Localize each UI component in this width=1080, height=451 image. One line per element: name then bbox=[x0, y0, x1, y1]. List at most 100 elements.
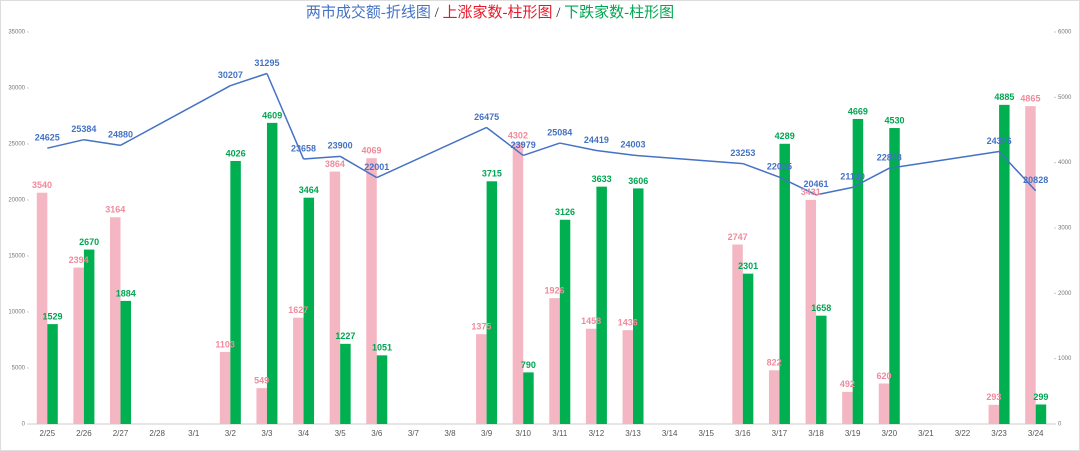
bar bbox=[73, 267, 84, 424]
bar bbox=[110, 217, 121, 424]
bar bbox=[36, 192, 48, 424]
y-tick-label: 30000 bbox=[8, 86, 25, 92]
bar-value-label: 1375 bbox=[471, 322, 491, 332]
x-tick-label: 3/6 bbox=[371, 429, 383, 438]
y-tick-label: 35000 bbox=[8, 30, 25, 36]
bar bbox=[476, 334, 487, 424]
line-segment bbox=[230, 72, 268, 87]
bar bbox=[732, 244, 743, 424]
x-tick-label: 3/11 bbox=[552, 429, 568, 438]
bar-value-label: 2670 bbox=[79, 237, 99, 247]
line-value-label: 26475 bbox=[474, 112, 499, 122]
bar-value-label: 293 bbox=[986, 392, 1001, 402]
bar bbox=[1025, 106, 1036, 425]
chart-title: 两市成交额-折线图 / 上涨家数-柱形图 / 下跌家数-柱形图 bbox=[306, 3, 674, 21]
bar bbox=[366, 158, 377, 424]
bar bbox=[889, 128, 900, 425]
bar-value-label: 299 bbox=[1033, 392, 1048, 402]
line-segment bbox=[596, 149, 634, 156]
bar-value-label: 1436 bbox=[618, 318, 638, 328]
bar bbox=[256, 388, 267, 424]
y-tick-label: 10000 bbox=[8, 310, 25, 316]
x-tick-label: 3/1 bbox=[188, 429, 200, 438]
line-value-label: 23900 bbox=[328, 141, 353, 151]
x-tick-label: 3/17 bbox=[772, 429, 788, 438]
bar bbox=[596, 186, 607, 424]
bar bbox=[523, 372, 534, 424]
bar-value-label: 3606 bbox=[628, 176, 648, 186]
bar-value-label: 1103 bbox=[215, 339, 235, 349]
line-segment bbox=[779, 176, 817, 196]
line-value-label: 22001 bbox=[364, 162, 389, 172]
y-tick-label: 20000 bbox=[8, 198, 25, 204]
bar bbox=[559, 219, 571, 424]
bar bbox=[120, 300, 132, 424]
title-part: 两市成交额-折线图 bbox=[306, 3, 431, 21]
bar bbox=[852, 118, 864, 424]
bar bbox=[266, 122, 278, 425]
bar bbox=[219, 351, 231, 424]
y2-tick-label: 3000 bbox=[1058, 226, 1072, 232]
x-tick-label: 3/23 bbox=[991, 429, 1007, 438]
line-value-label: 24625 bbox=[35, 133, 60, 143]
bar-value-label: 1458 bbox=[581, 316, 601, 326]
bar bbox=[293, 317, 304, 424]
line-value-label: 20828 bbox=[1023, 175, 1048, 185]
line-value-label: 23979 bbox=[511, 140, 536, 150]
line-value-label: 24880 bbox=[108, 130, 133, 140]
x-tick-label: 2/25 bbox=[40, 429, 56, 438]
x-tick-label: 3/3 bbox=[261, 429, 273, 438]
line-segment bbox=[742, 162, 780, 178]
line-value-label: 24003 bbox=[621, 140, 646, 150]
line-segment bbox=[303, 155, 341, 160]
x-tick-label: 2/28 bbox=[149, 429, 165, 438]
bar-value-label: 3864 bbox=[325, 159, 345, 169]
title-part: 下跌家数-柱形图 bbox=[564, 4, 674, 21]
bar bbox=[329, 171, 341, 424]
line-value-label: 21130 bbox=[840, 172, 865, 182]
x-tick-label: 3/8 bbox=[444, 429, 456, 438]
title-part: / bbox=[553, 5, 565, 21]
bar-value-label: 1884 bbox=[116, 288, 136, 298]
bar-value-label: 3164 bbox=[105, 205, 125, 215]
bar-value-label: 620 bbox=[877, 371, 892, 381]
bar bbox=[1035, 404, 1047, 424]
bar-value-label: 1227 bbox=[335, 331, 355, 341]
bar-value-label: 1051 bbox=[372, 343, 392, 353]
bar-value-label: 2394 bbox=[69, 255, 89, 265]
x-tick-label: 3/12 bbox=[589, 429, 605, 438]
x-tick-label: 3/5 bbox=[335, 429, 347, 438]
line-segment bbox=[83, 138, 121, 147]
line-segment bbox=[632, 154, 743, 165]
bar bbox=[303, 197, 315, 424]
y2-tick-label: 1000 bbox=[1058, 356, 1072, 362]
x-tick-label: 3/21 bbox=[918, 429, 934, 438]
bar-value-label: 3540 bbox=[32, 180, 52, 190]
line-value-label: 25384 bbox=[71, 124, 96, 134]
line-segment bbox=[815, 186, 853, 196]
bar bbox=[47, 324, 58, 424]
x-tick-label: 3/4 bbox=[298, 429, 310, 438]
y2-tick-label: 6000 bbox=[1058, 30, 1072, 36]
bar-value-label: 3715 bbox=[482, 169, 502, 179]
x-tick-label: 2/27 bbox=[113, 429, 129, 438]
line-value-label: 24326 bbox=[987, 136, 1012, 146]
bar-value-label: 4530 bbox=[885, 115, 905, 125]
line-segment bbox=[852, 167, 890, 189]
x-tick-label: 3/22 bbox=[955, 429, 971, 438]
line-segment bbox=[998, 151, 1037, 192]
x-tick-label: 3/24 bbox=[1028, 429, 1044, 438]
line-value-label: 23253 bbox=[730, 148, 755, 158]
y2-tick-label: 0 bbox=[1058, 422, 1062, 428]
x-tick-label: 3/13 bbox=[625, 429, 641, 438]
bar bbox=[585, 328, 597, 424]
bar bbox=[83, 249, 95, 424]
bar-value-label: 790 bbox=[521, 360, 536, 370]
x-tick-label: 3/14 bbox=[662, 429, 678, 438]
x-tick-label: 3/19 bbox=[845, 429, 861, 438]
bar-value-label: 3464 bbox=[299, 185, 319, 195]
line-value-label: 20461 bbox=[804, 179, 829, 189]
bar-value-label: 2301 bbox=[738, 261, 758, 271]
x-tick-label: 3/20 bbox=[881, 429, 897, 438]
